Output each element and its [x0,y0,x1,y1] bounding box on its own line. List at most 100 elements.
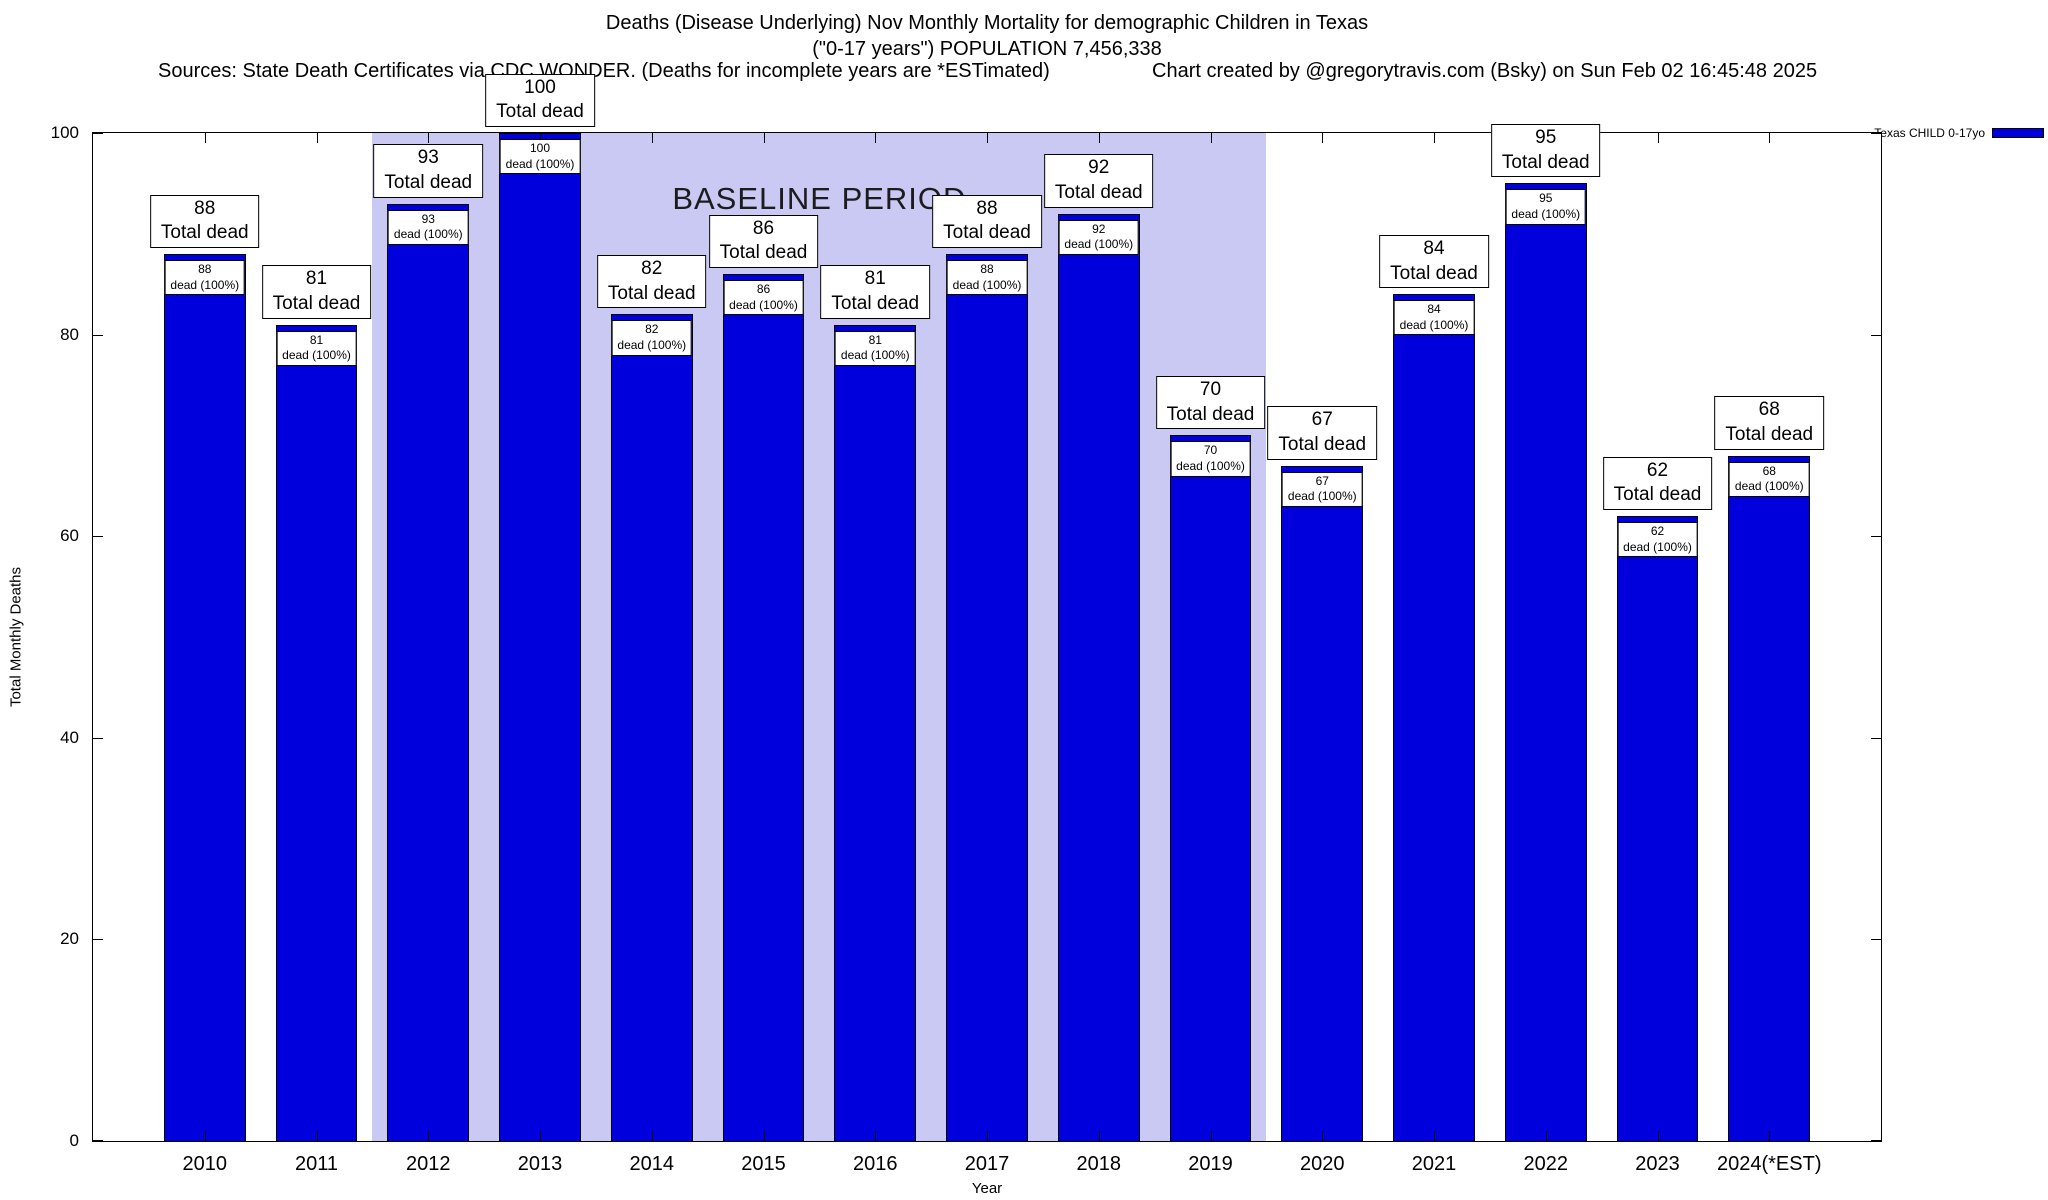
bar-total-label: 70 Total dead [1155,376,1266,430]
bar-inner-label: 62 dead (100%) [1617,522,1698,558]
bar-inner-label: 70 dead (100%) [1170,441,1251,477]
x-tick-mark-top [316,133,318,143]
bar [1057,213,1140,1141]
y-tick-mark-right [1871,334,1881,336]
bar [1728,455,1811,1141]
bar-inner-label: 67 dead (100%) [1281,471,1363,507]
bar-total-label: 86 Total dead [708,214,819,269]
bar [946,253,1028,1141]
bar [834,324,917,1141]
x-tick-mark [987,1131,988,1141]
x-tick-mark [428,1131,430,1141]
y-tick-mark-right [1871,939,1881,941]
bar [163,253,246,1141]
x-tick-mark [651,1131,653,1141]
x-tick-mark-top [1098,133,1100,143]
y-tick-mark-right [1871,536,1881,538]
y-tick-mark-right [1871,737,1881,739]
x-tick-label: 2010 [182,1153,228,1175]
x-axis-title: Year [971,1180,1003,1197]
x-tick-label: 2024(*EST) [1717,1153,1822,1175]
x-tick-mark-top [763,133,765,143]
bar-inner-label: 92 dead (100%) [1058,219,1140,255]
chart-header: Deaths (Disease Underlying) Nov Monthly … [92,12,1882,61]
y-tick-label: 20 [60,929,79,949]
bar-inner-label: 82 dead (100%) [611,320,693,356]
x-tick-mark [1210,1131,1212,1141]
x-tick-label: 2016 [853,1153,898,1175]
legend: Texas CHILD 0-17yo [1874,126,2044,140]
y-tick-mark [93,939,103,941]
y-axis-title: Total Monthly Deaths [7,566,25,708]
plot-area: BASELINE PERIOD 0 20 40 60 80 100 2010 88 Total … [51,73,1882,1175]
y-tick-label: 60 [60,526,79,546]
bar [1393,294,1475,1141]
credit-note: Chart created by @gregorytravis.com (Bsk… [1152,60,1818,82]
y-tick-label: 0 [69,1131,79,1150]
bar-total-label: 68 Total dead [1714,396,1825,450]
y-tick-mark-right [1871,133,1881,134]
chart-title: Deaths (Disease Underlying) Nov Monthly … [605,12,1369,34]
bar [387,203,470,1141]
bar-total-label: 92 Total dead [1043,154,1154,208]
bar-inner-label: 81 dead (100%) [834,330,916,366]
x-tick-mark-top [1210,133,1212,143]
y-tick-mark-right [1871,1140,1881,1141]
bar-total-label: 100 Total dead [485,73,595,127]
x-tick-mark [875,1131,877,1141]
bar-inner-label: 84 dead (100%) [1393,300,1475,336]
y-tick-label: 100 [50,123,79,142]
x-tick-label: 2020 [1300,1153,1345,1175]
baseline-period-label: BASELINE PERIOD [672,181,967,216]
bar-total-label: 82 Total dead [596,255,707,309]
bar-inner-label: 88 dead (100%) [164,259,246,296]
x-tick-label: 2021 [1411,1153,1457,1175]
bar-inner-label: 88 dead (100%) [946,259,1028,296]
bar [1281,465,1364,1141]
chart-subtitle: ("0-17 years") POPULATION 7,456,338 [812,38,1162,60]
x-tick-mark [316,1131,318,1141]
x-tick-label: 2022 [1523,1153,1569,1175]
bar-total-label: 67 Total dead [1267,406,1378,460]
bar-inner-label: 68 dead (100%) [1728,461,1810,497]
x-tick-mark [540,1131,541,1141]
x-tick-label: 2012 [406,1153,451,1175]
x-tick-label: 2019 [1188,1153,1233,1175]
x-tick-mark [763,1131,765,1141]
x-tick-mark-top [1657,133,1659,143]
y-tick-mark [93,334,103,336]
bar-total-label: 95 Total dead [1490,124,1601,178]
bar-total-label: 93 Total dead [373,144,484,198]
y-tick-mark [93,536,103,538]
bar [275,324,358,1141]
y-tick-label: 40 [60,727,79,747]
x-tick-mark-top [1769,133,1771,143]
x-tick-mark [1545,1131,1547,1141]
x-tick-mark-top [987,133,988,143]
bar-inner-label: 81 dead (100%) [276,330,357,366]
x-tick-label: 2023 [1635,1153,1680,1175]
bar [722,274,805,1141]
bar-total-label: 81 Total dead [261,265,372,319]
x-tick-mark-top [1322,133,1324,143]
bar [1504,183,1587,1141]
legend-swatch [1992,128,2044,138]
x-tick-mark [1769,1131,1771,1141]
x-tick-label: 2018 [1076,1153,1122,1175]
x-tick-label: 2017 [964,1153,1010,1175]
x-tick-mark-top [1434,133,1435,143]
bar [1616,516,1699,1141]
bar-total-label: 81 Total dead [820,265,931,319]
bar [1169,435,1252,1141]
bar-inner-label: 95 dead (100%) [1505,189,1587,225]
bar-inner-label: 86 dead (100%) [723,280,804,316]
x-tick-mark-top [204,133,206,143]
bar [499,133,581,1141]
bar-total-label: 88 Total dead [149,194,260,248]
bar-total-label: 88 Total dead [932,194,1042,248]
sources-note: Sources: State Death Certificates via CD… [158,60,1050,82]
legend-label: Texas CHILD 0-17yo [1874,126,1985,140]
x-tick-mark [204,1131,206,1141]
x-tick-mark [1434,1131,1435,1141]
x-tick-mark-top [540,133,541,143]
